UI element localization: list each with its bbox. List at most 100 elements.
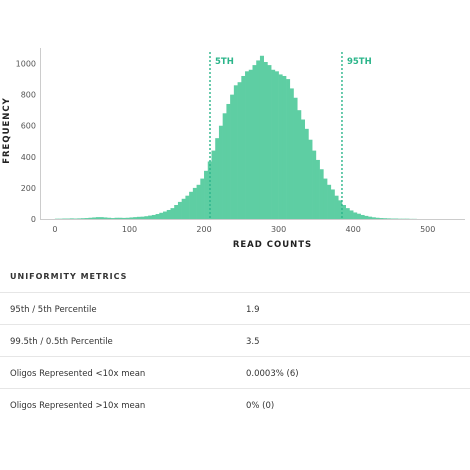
histogram-bar [81, 218, 86, 219]
histogram-bar [237, 82, 242, 219]
histogram-bar [282, 75, 287, 220]
histogram-bar [267, 65, 272, 219]
y-tick-label: 1000 [16, 60, 36, 69]
histogram-bar [107, 217, 112, 219]
histogram-bar [95, 217, 100, 219]
histogram-bar [330, 189, 335, 219]
histogram-bar [110, 218, 115, 219]
histogram-bar [181, 198, 186, 219]
histogram-bar [200, 178, 205, 219]
histogram-bar [174, 205, 179, 219]
histogram-bar [196, 184, 201, 219]
metric-label: 99.5th / 0.5th Percentile [10, 337, 113, 347]
metric-value: 1.9 [246, 305, 260, 315]
percentile-label: 5TH [215, 57, 234, 67]
histogram-bar [118, 217, 123, 219]
histogram-bar [286, 79, 291, 219]
histogram-bar [129, 217, 134, 219]
histogram-bar [125, 217, 130, 219]
histogram-bar [364, 215, 369, 219]
histogram-bar [312, 150, 317, 219]
histogram-bar [315, 159, 320, 219]
histogram-bar [304, 128, 309, 219]
x-axis-ticks: 0 100 200 300 400 500 [52, 225, 435, 234]
histogram-bar [256, 60, 261, 219]
histogram-bar [356, 213, 361, 219]
histogram-bar [300, 119, 305, 219]
y-tick-label: 600 [21, 122, 36, 131]
x-tick-label: 300 [271, 225, 286, 234]
histogram-bar [177, 201, 182, 219]
histogram-bar [341, 205, 347, 219]
histogram-bar [233, 85, 238, 220]
bars-group [54, 55, 417, 220]
histogram-bar [241, 75, 246, 220]
histogram-bar [84, 218, 89, 219]
histogram-bar [368, 216, 373, 219]
metric-value: 0% (0) [246, 401, 275, 411]
histogram-bar [151, 214, 156, 219]
histogram-bar [334, 195, 339, 219]
histogram-bar [379, 218, 384, 219]
histogram-bar [155, 214, 160, 219]
histogram-bar [140, 216, 145, 219]
histogram-bar [170, 208, 175, 219]
histogram-bar [144, 216, 149, 219]
histogram-bar [323, 178, 328, 219]
metrics-title: UNIFORMITY METRICS [10, 272, 128, 281]
histogram-bar [297, 110, 302, 219]
histogram-bar [278, 74, 283, 219]
histogram-bar [382, 218, 388, 219]
metric-label: 95th / 5th Percentile [10, 305, 97, 315]
histogram-bar [248, 69, 253, 219]
histogram-bar [136, 216, 141, 219]
histogram-bar [166, 209, 171, 219]
histogram-bar [371, 217, 376, 219]
histogram-bar [226, 103, 231, 219]
histogram-bar [218, 125, 223, 219]
histogram-bar [185, 195, 190, 219]
metric-row: 99.5th / 0.5th Percentile 3.5 [0, 324, 470, 357]
y-axis-ticks: 0 200 400 600 800 1000 [16, 60, 36, 224]
histogram-bar [327, 184, 332, 219]
metric-value: 3.5 [246, 337, 260, 347]
histogram-bar [274, 71, 279, 220]
x-tick-label: 500 [420, 225, 435, 234]
histogram-bar [308, 139, 313, 219]
metric-value: 0.0003% (6) [246, 369, 299, 379]
histogram-bar [189, 191, 194, 219]
histogram-bar [360, 214, 365, 219]
histogram-bar [215, 138, 220, 219]
histogram-bar [77, 218, 82, 219]
histogram-bar [99, 217, 104, 219]
y-tick-label: 800 [21, 91, 36, 100]
histogram-bar [192, 187, 197, 219]
histogram-bar [230, 94, 235, 219]
y-axis-title: FREQUENCY [2, 97, 12, 164]
histogram-bar [103, 217, 108, 219]
histogram-bar [207, 161, 212, 219]
metric-row: Oligos Represented >10x mean 0% (0) [0, 388, 470, 421]
histogram-bar [345, 208, 350, 219]
histogram-bar [289, 88, 294, 219]
histogram-bar [114, 217, 119, 219]
y-tick-label: 200 [21, 184, 36, 193]
percentile-label: 95TH [347, 57, 372, 67]
histogram-bar [252, 65, 257, 219]
histogram-svg: 5TH 95TH 0 100 200 300 400 500 0 200 400 600 800 10… [2, 48, 465, 250]
metric-row: 95th / 5th Percentile 1.9 [0, 292, 470, 325]
histogram-bar [375, 217, 380, 219]
histogram-bar [259, 55, 264, 219]
histogram-bar [353, 212, 358, 219]
metric-label: Oligos Represented <10x mean [10, 369, 146, 379]
histogram-bar [92, 217, 97, 219]
histogram-bar [386, 218, 391, 219]
histogram-bar [133, 217, 138, 219]
histogram-bar [88, 217, 93, 219]
metric-row: Oligos Represented <10x mean 0.0003% (6) [0, 356, 470, 389]
x-tick-label: 0 [52, 225, 57, 234]
histogram-bar [122, 217, 127, 219]
histogram-bar [338, 200, 343, 219]
histogram-bar [263, 61, 268, 220]
histogram-bar [319, 169, 324, 219]
